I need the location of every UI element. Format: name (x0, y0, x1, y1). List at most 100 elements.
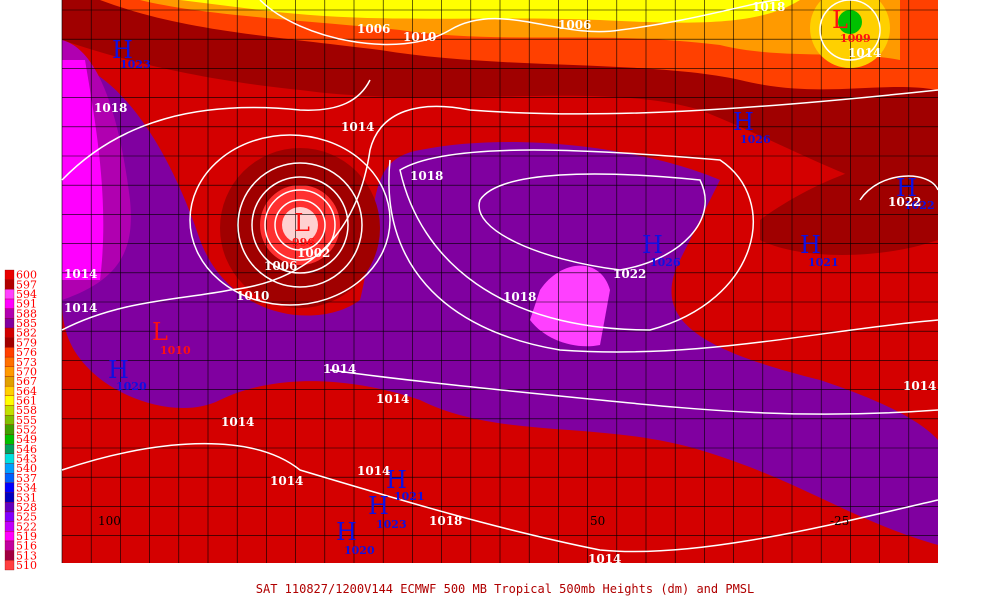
isobar-label: 1014 (323, 362, 356, 376)
legend-swatch (4, 444, 15, 455)
legend-label: 546 (16, 443, 37, 456)
legend-label: 543 (16, 453, 37, 466)
isobars (61, 0, 939, 553)
legend-swatch (4, 482, 15, 493)
pressure-center-value: 1023 (120, 58, 151, 71)
legend-swatch (4, 463, 15, 474)
legend-label: 519 (16, 530, 37, 543)
isobar-label: 1002 (297, 246, 330, 260)
map-grid (61, 0, 938, 563)
legend-label: 549 (16, 433, 37, 446)
legend-swatch (4, 502, 15, 513)
legend-label: 573 (16, 356, 37, 369)
legend-label: 597 (16, 278, 37, 291)
isobar-label: 1014 (357, 464, 390, 478)
isobar-label: 1014 (341, 120, 374, 134)
legend-label: 570 (16, 365, 37, 378)
isobar-label: 1014 (848, 46, 881, 60)
legend-label: 582 (16, 327, 37, 340)
isobar-label: 1022 (613, 267, 646, 281)
legend-label: 552 (16, 424, 37, 437)
isobar-label: 1006 (558, 18, 591, 32)
legend-swatch (4, 395, 15, 406)
legend-label: 531 (16, 491, 37, 504)
pressure-center-value: 996 (292, 236, 315, 249)
legend-swatch (4, 531, 15, 542)
isobar-label: 1006 (357, 22, 390, 36)
legend-swatch (4, 269, 15, 280)
legend-swatch (4, 560, 15, 571)
legend-label: 522 (16, 520, 37, 533)
isobar-label: 1014 (376, 392, 409, 406)
pressure-center-value: 1026 (650, 256, 681, 269)
legend-swatch (4, 550, 15, 561)
legend-label: 579 (16, 336, 37, 349)
legend-swatch (4, 289, 15, 300)
legend-label: 591 (16, 298, 37, 311)
pressure-center-value: 1023 (376, 518, 407, 531)
isobar-label: 1014 (64, 267, 97, 281)
pressure-center-value: 1010 (160, 344, 191, 357)
isobar-label: 1014 (270, 474, 303, 488)
pressure-center-letter: L (832, 6, 848, 34)
isobar-label: 1018 (503, 290, 536, 304)
pressure-center-value: 1020 (116, 380, 147, 393)
pressure-center-letter: H (112, 36, 133, 64)
pressure-center-letter: H (800, 231, 821, 259)
legend-swatch (4, 405, 15, 416)
pressure-center-value: 1026 (740, 133, 771, 146)
legend-swatch (4, 473, 15, 484)
legend-swatch (4, 521, 15, 532)
legend-label: 585 (16, 317, 37, 330)
pressure-center-letter: L (294, 209, 310, 237)
legend-swatch (4, 356, 15, 367)
isobar-label: 1010 (236, 289, 269, 303)
legend-swatch (4, 337, 15, 348)
isobar-label: 1014 (221, 415, 254, 429)
longitude-label: 100 (98, 514, 121, 528)
isobar-label: 1018 (752, 0, 785, 14)
legend-label: 528 (16, 501, 37, 514)
legend-label: 525 (16, 511, 37, 524)
legend-swatch (4, 434, 15, 445)
pressure-center-value: 1009 (840, 32, 871, 45)
legend-swatch (4, 327, 15, 338)
isobar-label: 1018 (94, 101, 127, 115)
legend-swatch (4, 366, 15, 377)
legend-label: 588 (16, 307, 37, 320)
legend-swatch (4, 376, 15, 387)
legend-label: 564 (16, 385, 37, 398)
legend-swatch (4, 492, 15, 503)
legend-swatch (4, 415, 15, 425)
legend-swatch (4, 279, 15, 290)
isobar-label: 1022 (888, 195, 921, 209)
pressure-center-value: 1020 (344, 544, 375, 557)
isobar-label: 1018 (410, 169, 443, 183)
legend-swatch (4, 540, 15, 551)
pressure-center-letter: H (896, 174, 917, 202)
map-caption: SAT 110827/1200V144 ECMWF 500 MB Tropica… (256, 582, 755, 596)
pressure-center-letter: H (108, 356, 129, 384)
legend-label: 576 (16, 346, 37, 359)
pressure-center-value: 1021 (394, 490, 425, 503)
pressure-center-value: 1022 (904, 199, 935, 212)
legend-label: 567 (16, 375, 37, 388)
legend-swatch (4, 385, 15, 396)
pressure-center-letter: H (336, 518, 357, 546)
legend-swatch (4, 347, 15, 358)
legend-swatch (4, 308, 15, 319)
map-labels: H1023L996H1026H1026H1021H1022L1009H1020L… (64, 0, 936, 566)
pressure-center-letter: H (386, 466, 407, 494)
longitude-label: 50 (590, 514, 605, 528)
legend-swatch (4, 453, 15, 464)
legend-label: 537 (16, 472, 37, 485)
legend-label: 600 (16, 269, 37, 282)
isobar-label: 1014 (588, 552, 621, 566)
legend-swatch (4, 298, 15, 309)
longitude-label: -25 (830, 514, 849, 528)
legend-label: 594 (16, 288, 37, 301)
legend-label: 558 (16, 404, 37, 417)
legend-label: 510 (16, 559, 37, 572)
legend-label: 561 (16, 394, 37, 407)
